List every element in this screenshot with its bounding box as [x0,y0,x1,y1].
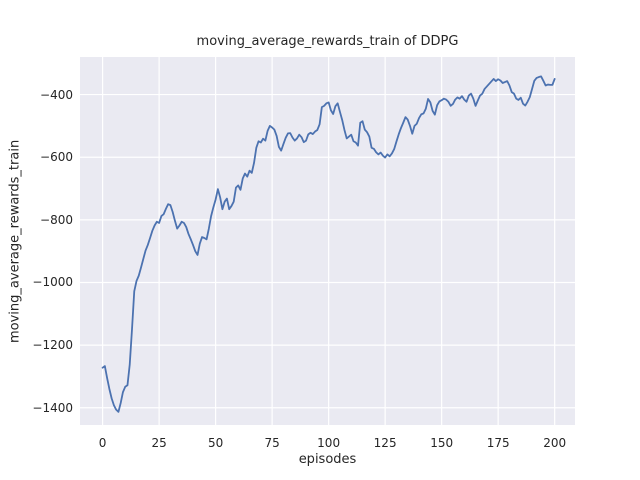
x-tick-label: 75 [264,436,280,450]
x-tick-label: 50 [207,436,224,450]
x-axis-label: episodes [298,452,357,467]
y-tick-label: −1000 [32,275,73,290]
chart-title: moving_average_rewards_train of DDPG [196,34,459,49]
ddpg-reward-line [101,75,556,413]
y-tick-label: −400 [40,87,73,102]
y-axis-label: moving_average_rewards_train [7,139,23,343]
x-tick-label: 200 [543,436,567,450]
plot-area [80,57,575,425]
x-tick-label: 175 [486,436,510,450]
y-tick-label: −1400 [32,400,73,415]
x-tick-label: 0 [98,436,107,450]
x-tick-label: 125 [373,436,397,450]
y-tick-label: −800 [40,212,73,227]
axes-background [80,57,575,425]
y-tick-label: −1200 [32,338,73,353]
x-tick-label: 150 [430,436,454,450]
x-tick-label: 100 [317,436,341,450]
x-tick-label: 25 [151,436,167,450]
y-tick-label: −600 [40,150,73,165]
